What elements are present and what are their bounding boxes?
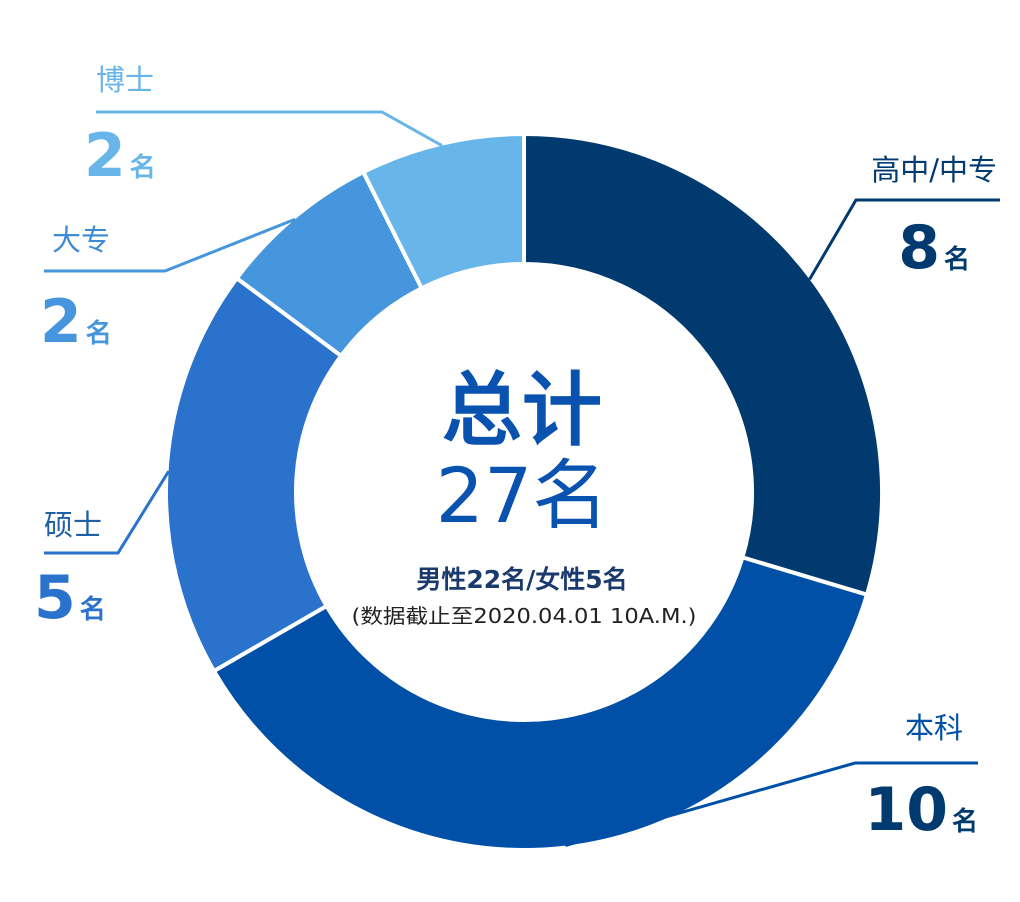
label-doctor: 博士 (96, 63, 154, 97)
value-number: 2 (84, 121, 126, 191)
center-total: 27名 (436, 451, 609, 540)
slice-doctor (360, 131, 526, 291)
value-number: 10 (864, 775, 948, 845)
value-number: 5 (34, 563, 76, 633)
center-title: 总计 (442, 364, 602, 457)
value-number: 8 (898, 213, 940, 283)
leader-line-doctor (96, 110, 443, 147)
value-unit: 名 (80, 594, 106, 625)
leader-line-senior-high (808, 198, 1000, 281)
leader-lines (44, 110, 1000, 848)
center-note: (数据截止至2020.04.01 10A.M.) (352, 604, 697, 628)
value-unit: 名 (952, 806, 978, 837)
label-master: 硕士 (44, 508, 102, 542)
slice-master (164, 275, 344, 674)
value-bachelor: 10 名 (864, 775, 978, 845)
slice-senior-high (522, 131, 884, 598)
label-associate: 大专 (52, 223, 110, 257)
value-unit: 名 (944, 244, 970, 275)
leader-line-master (44, 470, 170, 555)
leader-line-bachelor (564, 761, 978, 848)
label-senior-high: 高中/中专 (871, 153, 997, 187)
value-unit: 名 (130, 152, 156, 183)
donut-slices (164, 131, 884, 852)
center-gender: 男性22名/女性5名 (416, 565, 627, 594)
value-unit: 名 (86, 318, 112, 349)
leader-line-associate (44, 217, 296, 273)
value-number: 2 (40, 287, 82, 357)
slice-bachelor (211, 554, 870, 852)
label-bachelor: 本科 (905, 711, 963, 745)
